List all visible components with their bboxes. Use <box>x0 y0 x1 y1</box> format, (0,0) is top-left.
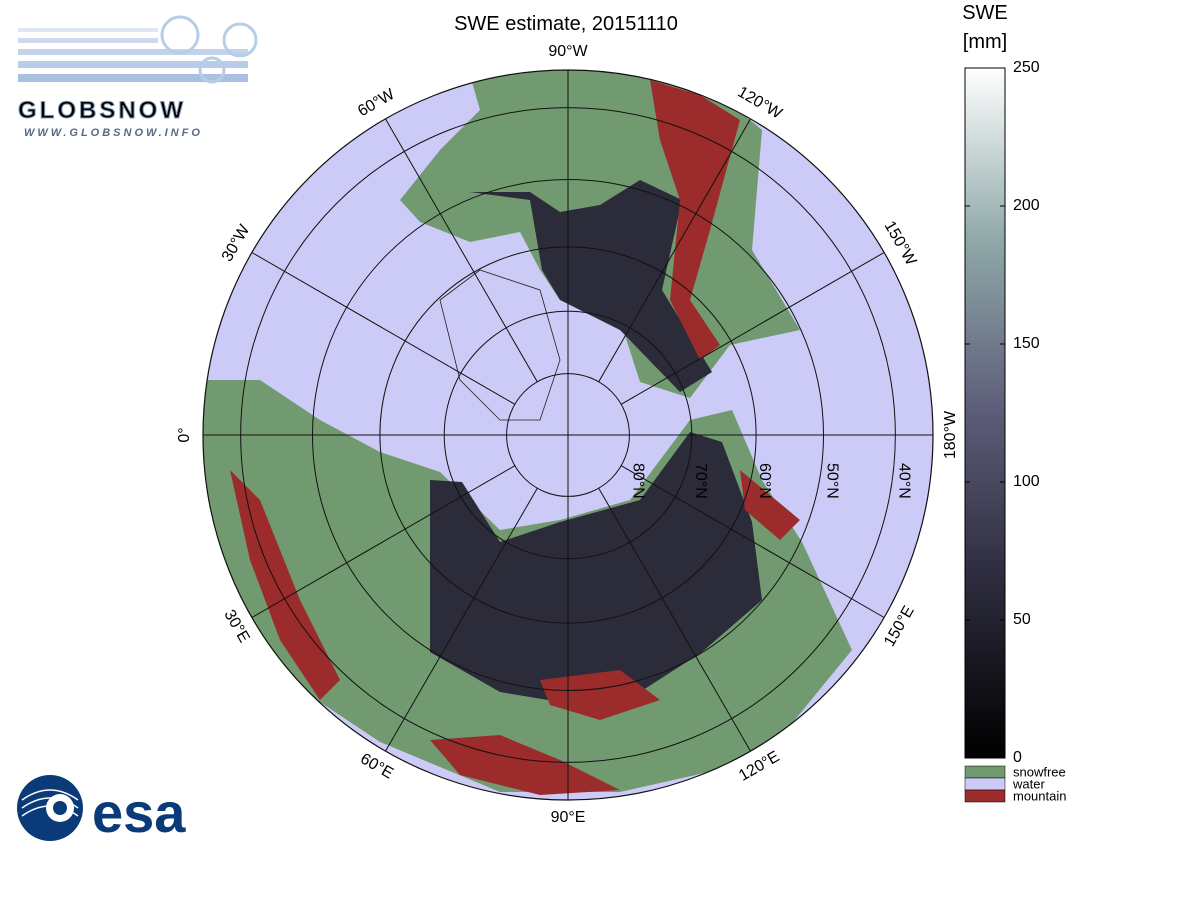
longitude-label: 90°W <box>548 43 588 60</box>
longitude-label: 90°E <box>551 809 586 826</box>
meridian <box>251 252 516 405</box>
esa-logo: esa <box>17 775 186 844</box>
longitude-label: 180°W <box>942 410 959 459</box>
meridian <box>620 465 885 618</box>
colorbar-tick-label: 200 <box>1013 197 1040 214</box>
longitude-label: 60°E <box>357 750 396 782</box>
colorbar: SWE [mm] 0 50 100 150 200 250 snowfreewatermou… <box>962 2 1066 803</box>
longitude-label: 30°E <box>220 607 252 646</box>
colorbar-unit: [mm] <box>963 31 1007 53</box>
colorbar-tick-label: 50 <box>1013 611 1031 628</box>
agency-name: esa <box>92 781 186 844</box>
colorbar-tick-label: 0 <box>1013 749 1022 766</box>
legend-swatch <box>964 789 1006 803</box>
latitude-label: 80°N <box>629 463 646 499</box>
longitude-label: 0° <box>176 427 193 442</box>
legend-label: mountain <box>1013 788 1066 803</box>
meridian <box>251 465 516 618</box>
meridian <box>620 252 885 405</box>
polar-map: 80°N 70°N 60°N 50°N 40°N90°W120°W150°W180°W1… <box>176 43 959 826</box>
colorbar-title: SWE <box>962 2 1008 24</box>
map-title: SWE estimate, 20151110 <box>454 13 678 35</box>
colorbar-tick-label: 250 <box>1013 59 1040 76</box>
meridian <box>385 118 538 383</box>
logo-name: GLOBSNOW <box>18 97 186 124</box>
legend-label: snowfree <box>1013 764 1066 779</box>
latitude-label: 50°N <box>824 463 841 499</box>
colorbar-tick-label: 100 <box>1013 473 1040 490</box>
legend-swatch <box>964 777 1006 791</box>
meridian <box>598 487 751 752</box>
colorbar-scale <box>964 67 1006 759</box>
map-border <box>202 69 934 801</box>
logo-url: WWW.GLOBSNOW.INFO <box>24 127 203 139</box>
latitude-label: 40°N <box>895 463 912 499</box>
meridian <box>598 118 751 383</box>
latitude-label: 70°N <box>692 463 709 499</box>
legend-label: water <box>1012 776 1045 791</box>
meridian <box>385 487 538 752</box>
globsnow-logo: GLOBSNOW WWW.GLOBSNOW.INFO <box>18 15 258 139</box>
colorbar-tick-label: 150 <box>1013 335 1040 352</box>
latitude-label: 60°N <box>756 463 773 499</box>
legend-swatch <box>964 765 1006 779</box>
